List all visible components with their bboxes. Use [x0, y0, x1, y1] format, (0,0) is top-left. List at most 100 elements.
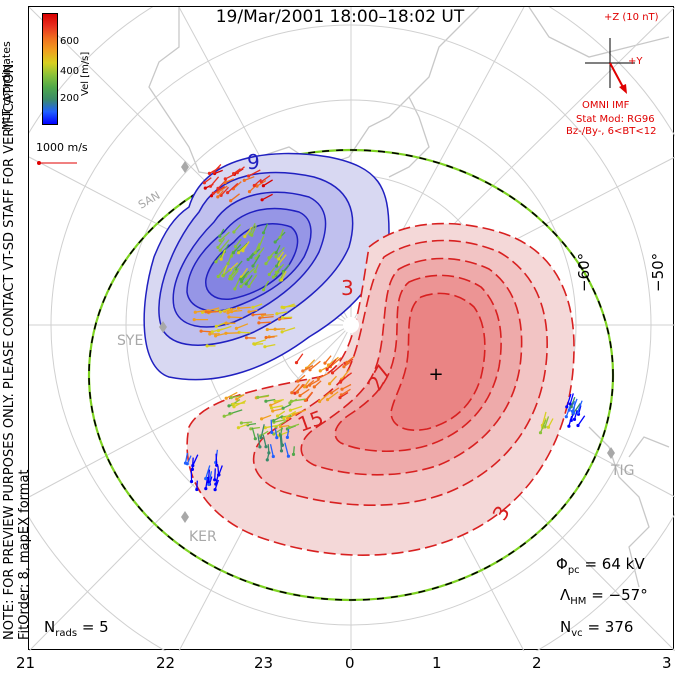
vector-origin: [287, 425, 291, 430]
vector-origin: [565, 405, 569, 409]
velocity-vector: [319, 392, 331, 402]
imf-condition: Bz-/By-, 6<BT<12: [566, 126, 657, 137]
velocity-vector: [569, 393, 574, 405]
velocity-vector: [291, 383, 300, 394]
vector-origin: [206, 480, 210, 484]
vector-origin: [236, 306, 241, 310]
velocity-vector: [219, 239, 230, 251]
velocity-vector: [275, 246, 285, 258]
velocity-vector: [240, 278, 250, 287]
velocity-vector: [318, 372, 330, 379]
velocity-vector: [220, 249, 226, 260]
imf-model: Stat Mod: RG96: [576, 114, 655, 125]
velocity-vector: [240, 267, 249, 278]
velocity-vector: [284, 442, 290, 457]
velocity-vector: [577, 415, 586, 426]
vector-origin: [274, 270, 278, 274]
phi-pc-stat: Φpc = 64 kV: [556, 555, 645, 576]
velocity-vector: [217, 265, 227, 277]
velocity-vector: [295, 353, 304, 363]
vector-origin: [232, 230, 236, 234]
vector-origin: [207, 171, 211, 175]
vector-origin: [277, 317, 281, 321]
velocity-vector: [232, 181, 242, 190]
vector-origin: [237, 251, 241, 255]
velocity-vector: [262, 434, 267, 447]
velocity-vector: [249, 223, 256, 235]
vector-origin: [231, 251, 236, 255]
vector-origin: [267, 272, 271, 277]
convection-map: + 9 3 27 15 3 −60° −50° SYE TIG KER SAN: [29, 7, 675, 651]
vector-origin: [210, 330, 214, 334]
vector-origin: [282, 416, 286, 420]
vector-origin: [330, 371, 335, 375]
vector-origin: [234, 326, 238, 330]
velocity-vector: [260, 424, 265, 438]
velocity-vector: [239, 331, 251, 334]
vector-origin: [209, 194, 214, 198]
vector-origin: [274, 251, 278, 255]
station-label: KER: [189, 529, 217, 545]
positive-convection-cell: [186, 222, 575, 556]
vector-origin: [273, 399, 277, 403]
vector-origin: [199, 329, 203, 333]
vector-origin: [240, 280, 244, 284]
velocity-vector: [279, 437, 283, 451]
vector-origin: [195, 487, 199, 492]
velocity-vector: [236, 323, 249, 330]
velocity-vector: [309, 360, 321, 371]
vector-origin: [273, 240, 277, 244]
velocity-vector: [283, 410, 297, 419]
vector-origin: [538, 431, 543, 435]
velocity-vector: [213, 163, 222, 173]
velocity-vector: [270, 419, 273, 433]
velocity-vector: [257, 433, 261, 448]
velocity-vector: [264, 343, 276, 348]
vector-origin: [272, 419, 276, 423]
vector-origin: [286, 454, 290, 458]
velocity-vector: [210, 176, 220, 187]
velocity-vector: [241, 421, 253, 424]
vector-origin: [264, 445, 268, 449]
velocity-vector: [222, 268, 232, 276]
velocity-vector: [276, 255, 282, 267]
velocity-vector: [254, 242, 261, 253]
velocity-vector: [271, 405, 283, 409]
vector-origin: [214, 260, 218, 264]
vector-origin: [244, 336, 249, 340]
vector-origin: [253, 437, 257, 441]
vector-origin: [221, 273, 225, 277]
velocity-vector: [205, 465, 211, 479]
vector-origin: [247, 310, 251, 314]
vector-origin: [213, 478, 217, 482]
velocity-vector: [265, 255, 273, 265]
velocity-vector: [231, 270, 239, 280]
vector-origin: [249, 427, 253, 431]
vector-origin: [342, 365, 346, 369]
velocity-vector: [248, 274, 258, 287]
vector-origin: [190, 467, 194, 471]
velocity-vector: [217, 185, 228, 193]
vector-origin: [568, 402, 572, 406]
colorbar-gradient: [43, 14, 57, 124]
velocity-vector: [229, 262, 239, 271]
vector-origin: [211, 191, 215, 195]
vector-origin: [251, 264, 255, 268]
colorbar-label: Vel [m/s]: [80, 51, 91, 96]
vector-origin: [251, 305, 255, 309]
velocity-vector: [302, 364, 314, 372]
velocity-vector: [282, 305, 296, 308]
velocity-vector: [217, 238, 226, 248]
vector-origin: [264, 399, 268, 403]
velocity-vector: [281, 327, 296, 333]
imf-dial: [585, 38, 635, 94]
vector-origin: [296, 379, 300, 383]
vector-origin: [280, 305, 284, 309]
velocity-vector: [576, 400, 583, 413]
velocity-vector: [262, 223, 269, 234]
velocity-vector: [252, 254, 261, 267]
coordinates-label: MLT coordinates: [0, 41, 13, 130]
mlt-tick: 21: [16, 654, 36, 672]
velocity-vector: [276, 311, 288, 315]
vector-origin: [293, 391, 297, 395]
